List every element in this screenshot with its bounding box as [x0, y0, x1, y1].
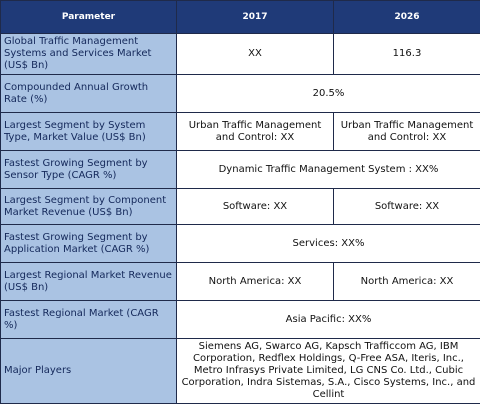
table-row: Largest Segment by Component Market Reve… — [1, 189, 480, 225]
header-2017: 2017 — [177, 1, 334, 34]
value-2017: North America: XX — [177, 263, 334, 301]
value-2026: Software: XX — [334, 189, 480, 225]
table-row: Major Players Siemens AG, Swarco AG, Kap… — [1, 339, 480, 404]
row-label: Fastest Growing Segment by Application M… — [1, 225, 177, 263]
row-label: Major Players — [1, 339, 177, 404]
value-2017: XX — [177, 34, 334, 75]
row-label: Largest Regional Market Revenue (US$ Bn) — [1, 263, 177, 301]
value-span: Asia Pacific: XX% — [177, 301, 480, 339]
value-2026: 116.3 — [334, 34, 480, 75]
row-label: Largest Segment by Component Market Reve… — [1, 189, 177, 225]
table-row: Fastest Growing Segment by Sensor Type (… — [1, 151, 480, 189]
value-2026: North America: XX — [334, 263, 480, 301]
table-row: Compounded Annual Growth Rate (%) 20.5% — [1, 75, 480, 113]
table-row: Largest Segment by System Type, Market V… — [1, 113, 480, 151]
value-span: 20.5% — [177, 75, 480, 113]
value-2017: Urban Traffic Management and Control: XX — [177, 113, 334, 151]
row-label: Compounded Annual Growth Rate (%) — [1, 75, 177, 113]
value-span: Services: XX% — [177, 225, 480, 263]
row-label: Largest Segment by System Type, Market V… — [1, 113, 177, 151]
table-row: Largest Regional Market Revenue (US$ Bn)… — [1, 263, 480, 301]
major-players-list: Siemens AG, Swarco AG, Kapsch Trafficcom… — [177, 339, 480, 404]
row-label: Global Traffic Management Systems and Se… — [1, 34, 177, 75]
row-label: Fastest Growing Segment by Sensor Type (… — [1, 151, 177, 189]
table-row: Global Traffic Management Systems and Se… — [1, 34, 480, 75]
header-row: Parameter 2017 2026 — [1, 1, 480, 34]
header-parameter: Parameter — [1, 1, 177, 34]
value-2026: Urban Traffic Management and Control: XX — [334, 113, 480, 151]
row-label: Fastest Regional Market (CAGR %) — [1, 301, 177, 339]
header-2026: 2026 — [334, 1, 480, 34]
table-row: Fastest Growing Segment by Application M… — [1, 225, 480, 263]
table-row: Fastest Regional Market (CAGR %) Asia Pa… — [1, 301, 480, 339]
value-span: Dynamic Traffic Management System : XX% — [177, 151, 480, 189]
value-2017: Software: XX — [177, 189, 334, 225]
